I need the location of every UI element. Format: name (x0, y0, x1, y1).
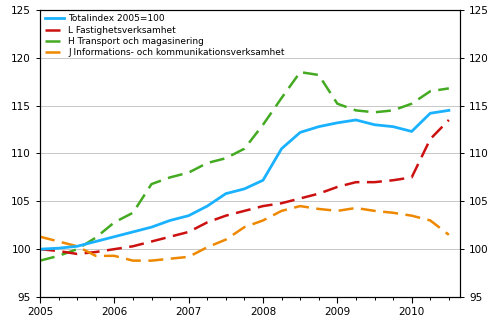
H Transport och magasinering (223, 156, 229, 160)
Totalindex 2005=100 (260, 178, 266, 182)
Totalindex 2005=100 (93, 240, 99, 244)
J Informations- och kommunikationsverksamhet (278, 209, 284, 213)
H Transport och magasinering (148, 182, 154, 186)
J Informations- och kommunikationsverksamhet (93, 254, 99, 258)
J Informations- och kommunikationsverksamhet (74, 244, 80, 248)
L Fastighetsverksamhet (93, 250, 99, 254)
H Transport och magasinering (353, 108, 359, 112)
H Transport och magasinering (408, 102, 414, 106)
J Informations- och kommunikationsverksamhet (260, 218, 266, 222)
J Informations- och kommunikationsverksamhet (390, 211, 396, 215)
H Transport och magasinering (204, 161, 210, 165)
J Informations- och kommunikationsverksamhet (130, 259, 136, 263)
L Fastighetsverksamhet (278, 201, 284, 205)
L Fastighetsverksamhet (242, 209, 248, 213)
H Transport och magasinering (93, 236, 99, 240)
L Fastighetsverksamhet (372, 180, 378, 184)
L Fastighetsverksamhet (223, 214, 229, 218)
Totalindex 2005=100 (204, 204, 210, 208)
J Informations- och kommunikationsverksamhet (353, 206, 359, 210)
L Fastighetsverksamhet (297, 196, 303, 200)
H Transport och magasinering (278, 96, 284, 100)
L Fastighetsverksamhet (316, 192, 322, 196)
H Transport och magasinering (37, 259, 43, 263)
Totalindex 2005=100 (297, 130, 303, 134)
J Informations- och kommunikationsverksamhet (37, 235, 43, 239)
Totalindex 2005=100 (148, 225, 154, 229)
H Transport och magasinering (130, 211, 136, 215)
H Transport och magasinering (112, 220, 117, 224)
L Fastighetsverksamhet (260, 204, 266, 208)
J Informations- och kommunikationsverksamhet (408, 214, 414, 218)
Totalindex 2005=100 (112, 235, 117, 239)
L Fastighetsverksamhet (37, 247, 43, 251)
Totalindex 2005=100 (353, 118, 359, 122)
J Informations- och kommunikationsverksamhet (242, 225, 248, 229)
L Fastighetsverksamhet (130, 244, 136, 248)
L Fastighetsverksamhet (428, 137, 434, 141)
Totalindex 2005=100 (37, 247, 43, 251)
L Fastighetsverksamhet (390, 178, 396, 182)
Totalindex 2005=100 (446, 108, 452, 112)
J Informations- och kommunikationsverksamhet (316, 207, 322, 211)
L Fastighetsverksamhet (446, 118, 452, 122)
H Transport och magasinering (372, 110, 378, 114)
Totalindex 2005=100 (167, 218, 173, 222)
H Transport och magasinering (297, 70, 303, 74)
L Fastighetsverksamhet (408, 176, 414, 180)
J Informations- och kommunikationsverksamhet (186, 255, 192, 259)
J Informations- och kommunikationsverksamhet (334, 209, 340, 213)
L Fastighetsverksamhet (334, 185, 340, 189)
H Transport och magasinering (242, 147, 248, 150)
J Informations- och kommunikationsverksamhet (223, 238, 229, 242)
H Transport och magasinering (316, 73, 322, 77)
L Fastighetsverksamhet (56, 249, 62, 253)
Totalindex 2005=100 (428, 111, 434, 115)
L Fastighetsverksamhet (204, 220, 210, 224)
Totalindex 2005=100 (390, 125, 396, 129)
J Informations- och kommunikationsverksamhet (56, 240, 62, 244)
J Informations- och kommunikationsverksamhet (148, 259, 154, 263)
L Fastighetsverksamhet (74, 252, 80, 256)
Totalindex 2005=100 (278, 147, 284, 150)
L Fastighetsverksamhet (353, 180, 359, 184)
J Informations- och kommunikationsverksamhet (428, 218, 434, 222)
L Fastighetsverksamhet (148, 240, 154, 244)
L Fastighetsverksamhet (112, 247, 117, 251)
Legend: Totalindex 2005=100, L Fastighetsverksamhet, H Transport och magasinering, J Inf: Totalindex 2005=100, L Fastighetsverksam… (42, 13, 286, 59)
Totalindex 2005=100 (223, 192, 229, 196)
J Informations- och kommunikationsverksamhet (372, 209, 378, 213)
Totalindex 2005=100 (74, 244, 80, 248)
Totalindex 2005=100 (334, 121, 340, 125)
J Informations- och kommunikationsverksamhet (112, 254, 117, 258)
H Transport och magasinering (390, 108, 396, 112)
Totalindex 2005=100 (186, 214, 192, 218)
J Informations- och kommunikationsverksamhet (204, 245, 210, 249)
H Transport och magasinering (186, 171, 192, 175)
Line: H Transport och magasinering: H Transport och magasinering (40, 72, 449, 261)
L Fastighetsverksamhet (167, 235, 173, 239)
H Transport och magasinering (260, 123, 266, 127)
Line: L Fastighetsverksamhet: L Fastighetsverksamhet (40, 120, 449, 254)
Totalindex 2005=100 (372, 123, 378, 127)
J Informations- och kommunikationsverksamhet (297, 204, 303, 208)
Totalindex 2005=100 (242, 187, 248, 191)
H Transport och magasinering (167, 176, 173, 180)
Line: J Informations- och kommunikationsverksamhet: J Informations- och kommunikationsverksa… (40, 206, 449, 261)
J Informations- och kommunikationsverksamhet (167, 257, 173, 261)
Totalindex 2005=100 (408, 129, 414, 133)
H Transport och magasinering (428, 89, 434, 93)
J Informations- och kommunikationsverksamhet (446, 233, 452, 237)
Totalindex 2005=100 (56, 246, 62, 250)
L Fastighetsverksamhet (186, 230, 192, 234)
H Transport och magasinering (56, 254, 62, 258)
H Transport och magasinering (446, 86, 452, 90)
Line: Totalindex 2005=100: Totalindex 2005=100 (40, 110, 449, 249)
H Transport och magasinering (74, 247, 80, 251)
H Transport och magasinering (334, 102, 340, 106)
Totalindex 2005=100 (316, 125, 322, 129)
Totalindex 2005=100 (130, 230, 136, 234)
